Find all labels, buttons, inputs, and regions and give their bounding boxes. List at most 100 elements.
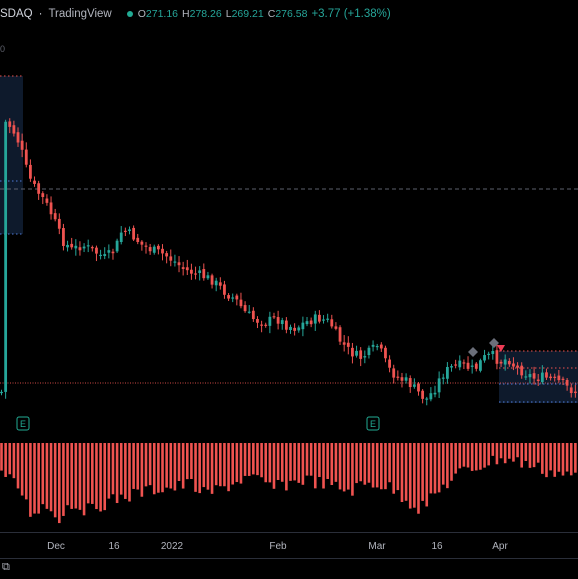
histogram-bar — [280, 443, 284, 482]
candle-body — [86, 245, 90, 247]
symbol-label[interactable]: SDAQ — [0, 8, 33, 20]
candle — [95, 245, 98, 262]
candle-body — [342, 342, 346, 345]
candle — [206, 271, 210, 280]
histogram-bar — [231, 443, 234, 485]
candle — [359, 347, 363, 367]
candle — [181, 261, 185, 276]
candle — [235, 293, 239, 306]
histogram-bar — [86, 443, 90, 504]
candle-body — [243, 305, 247, 312]
market-status-icon — [126, 11, 133, 17]
histogram-bar — [190, 443, 193, 480]
histogram-bar — [351, 443, 354, 496]
candle-body — [107, 250, 111, 253]
histogram-bar — [276, 443, 280, 481]
candle-body — [417, 383, 420, 392]
histogram-bar — [157, 443, 160, 493]
candle-body — [82, 246, 86, 249]
histogram-bar — [45, 443, 49, 509]
histogram-bar — [227, 443, 230, 492]
chart-settings-icon[interactable]: ⧉ — [2, 561, 10, 573]
candle — [573, 384, 577, 398]
candle-body — [371, 344, 375, 347]
histogram-bar — [91, 443, 94, 504]
histogram-bar — [78, 443, 82, 510]
histogram-bar — [99, 443, 102, 512]
candle — [165, 250, 169, 264]
candle — [210, 273, 214, 289]
indicator-histogram — [0, 443, 577, 524]
histogram-bar — [470, 443, 474, 471]
candle — [326, 313, 330, 323]
histogram-bar — [524, 443, 528, 461]
candle-body — [450, 366, 453, 368]
candle-body — [400, 377, 404, 381]
histogram-bar — [181, 443, 185, 489]
histogram-bar — [400, 443, 404, 503]
earnings-box — [366, 416, 380, 431]
histogram-bar — [256, 443, 259, 476]
histogram-bar — [136, 443, 140, 490]
histogram-bar — [74, 443, 78, 509]
histogram-bar — [446, 443, 449, 489]
histogram-bar — [152, 443, 156, 495]
candle — [239, 292, 243, 309]
candle — [309, 317, 313, 328]
histogram-bar — [235, 443, 239, 483]
earnings-marker[interactable]: E — [16, 416, 30, 431]
candle — [495, 343, 499, 370]
candle — [107, 244, 111, 259]
candle-body — [367, 347, 371, 356]
histogram-bar — [8, 443, 12, 475]
candle-body — [231, 297, 235, 299]
histogram-bar — [541, 443, 544, 474]
candles — [0, 118, 577, 406]
candle-body — [0, 391, 3, 394]
histogram-bar — [309, 443, 313, 476]
candle-body — [520, 365, 524, 376]
histogram-bar — [119, 443, 123, 495]
histogram-bar — [41, 443, 45, 505]
candle — [161, 244, 164, 261]
histogram-bar — [161, 443, 164, 493]
histogram-bar — [24, 443, 28, 500]
candle — [384, 345, 387, 363]
candle — [462, 359, 466, 370]
candle-body — [210, 275, 214, 285]
histogram-bar — [479, 443, 482, 470]
bottom-toolbar: ⧉ — [0, 558, 578, 579]
candle — [520, 362, 524, 379]
candle-body — [359, 350, 363, 359]
candle-body — [474, 363, 478, 369]
candle-body — [532, 373, 536, 379]
candle — [305, 317, 309, 327]
candle-body — [466, 362, 470, 369]
candle — [12, 120, 16, 137]
candle — [474, 361, 478, 372]
candle — [293, 323, 297, 336]
candle — [251, 307, 255, 322]
histogram-bar — [53, 443, 57, 518]
earnings-label: E — [20, 419, 26, 429]
histogram-bar — [82, 443, 86, 516]
histogram-bar — [392, 443, 396, 494]
candle-body — [516, 365, 519, 368]
histogram-bar — [0, 443, 3, 471]
candle-body — [16, 132, 20, 143]
candle — [429, 387, 433, 402]
price-change: +3.77 (+1.38%) — [311, 8, 391, 20]
candle — [404, 373, 408, 384]
candle — [198, 266, 202, 281]
time-axis[interactable]: Dec 16 2022 Feb Mar 16 Apr — [0, 532, 578, 559]
earnings-marker[interactable]: E — [366, 416, 380, 431]
candle — [338, 325, 342, 345]
candle — [528, 369, 532, 384]
candle — [313, 310, 317, 331]
candle — [70, 237, 74, 250]
candle-body — [524, 376, 528, 378]
candle-body — [479, 360, 482, 371]
histogram-bar — [388, 443, 391, 483]
